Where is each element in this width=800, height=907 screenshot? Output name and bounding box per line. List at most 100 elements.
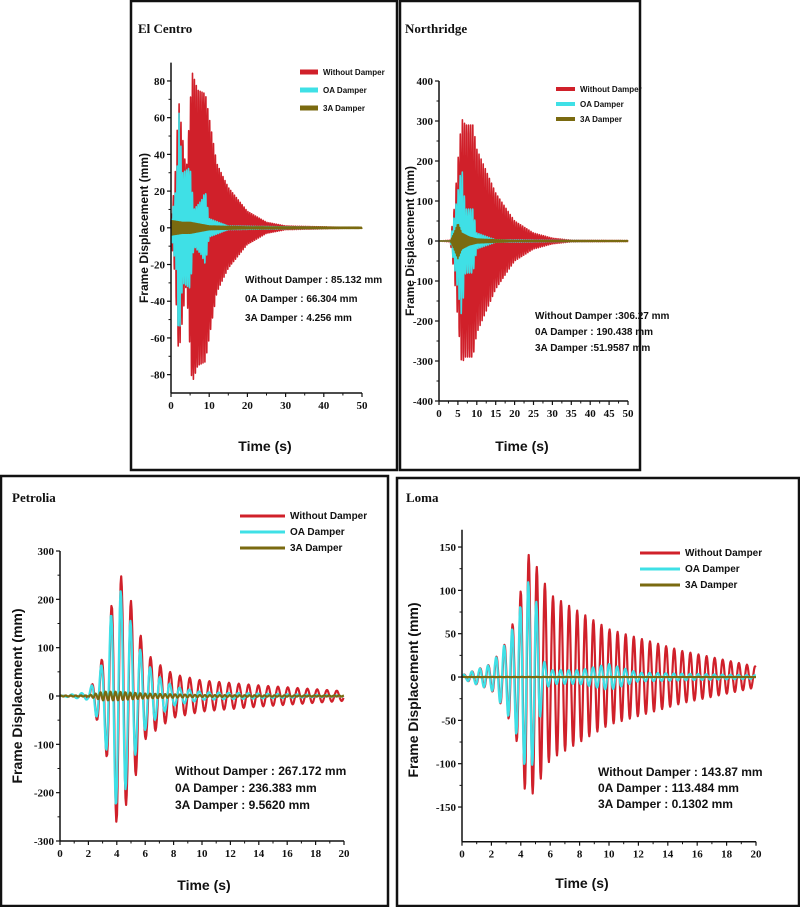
y-tick-label: 20 [154,186,166,198]
x-tick-label: 25 [528,408,540,420]
peak-annotation: Without Damper : 143.87 mm [598,765,763,779]
y-tick-label: -60 [150,333,165,345]
y-tick-label: -400 [413,396,434,408]
y-tick-label: -150 [436,802,457,814]
x-tick-label: 8 [577,849,583,861]
x-tick-label: 4 [114,848,120,860]
y-tick-label: -200 [34,788,55,800]
x-tick-label: 0 [168,400,174,412]
legend-label: Without Damper [685,548,762,559]
x-tick-label: 50 [357,400,369,412]
y-axis-label: Frame Displacement (mm) [9,608,25,783]
y-axis-label: Frame Displacement (mm) [137,153,151,303]
panel-title: Loma [406,490,439,505]
x-tick-label: 18 [721,849,733,861]
x-tick-label: 0 [57,848,63,860]
peak-annotation: Without Damper : 267.172 mm [175,764,346,778]
legend-label: Without Damper [290,511,367,522]
x-tick-label: 4 [518,849,524,861]
x-tick-label: 5 [455,408,461,420]
y-tick-label: 0 [451,672,457,684]
panel-border [0,474,390,907]
legend-label: OA Damper [685,564,740,575]
y-tick-label: -100 [34,739,55,751]
y-tick-label: 80 [154,76,166,88]
y-tick-label: 300 [417,116,434,128]
x-axis-label: Time (s) [495,438,548,454]
legend: Without Damper OA Damper 3A Damper [240,511,367,554]
x-tick-label: 6 [142,848,148,860]
legend-label: 3A Damper [580,115,622,124]
x-tick-label: 45 [604,408,616,420]
peak-annotation: 0A Damper : 236.383 mm [175,781,317,795]
y-tick-label: -100 [413,276,434,288]
peak-annotation: 3A Damper :51.9587 mm [535,343,650,354]
peak-annotation: 3A Damper : 0.1302 mm [598,797,733,811]
y-tick-label: -100 [436,759,457,771]
x-tick-label: 20 [242,400,254,412]
peak-annotation: 0A Damper : 66.304 mm [245,294,358,305]
y-tick-label: 200 [38,594,55,606]
x-tick-label: 30 [547,408,559,420]
y-tick-label: 300 [38,546,55,558]
legend-label: 3A Damper [290,543,343,554]
peak-annotation: 3A Damper : 9.5620 mm [175,798,310,812]
x-tick-label: 40 [318,400,330,412]
legend: Without Damper OA Damper 3A Damper [556,85,642,124]
y-tick-label: -50 [441,715,456,727]
x-tick-label: 20 [751,849,763,861]
x-tick-label: 10 [604,849,616,861]
y-axis-label: Frame Displacement (mm) [405,602,421,777]
y-axis-label: Frame Displacement (mm) [403,166,417,316]
x-tick-label: 18 [310,848,322,860]
x-tick-label: 50 [623,408,635,420]
x-tick-label: 10 [204,400,216,412]
x-tick-label: 10 [197,848,209,860]
x-tick-label: 10 [471,408,483,420]
chart-panel-el-centro: El Centro 0 10 20 30 40 50 -80 -60 -40 -20 0 20 40 60 8… [129,0,399,472]
y-tick-label: 0 [160,223,166,235]
peak-annotation: 0A Damper : 113.484 mm [598,781,739,795]
series-line-oa-damper [461,581,757,766]
y-tick-label: 60 [154,113,166,125]
x-tick-label: 16 [282,848,294,860]
y-tick-label: -300 [34,836,55,848]
y-tick-label: 50 [445,629,457,641]
x-tick-label: 14 [253,848,265,860]
x-tick-label: 2 [489,849,495,861]
peak-annotation: 3A Damper : 4.256 mm [245,313,352,324]
series-line-3a-damper [170,219,363,236]
peak-annotation: 0A Damper : 190.438 mm [535,327,653,338]
chart-panel-northridge: Northridge 0 5 10 15 20 25 30 35 40 45 50 -400 -300 -2… [398,0,669,472]
series-line-without-damper [59,575,345,823]
x-axis-label: Time (s) [555,875,608,891]
legend-label: 3A Damper [685,580,738,591]
y-tick-label: 40 [154,149,166,161]
chart-panel-loma: Loma 0 2 4 6 8 10 12 14 16 18 20 -150 -100 -50 0 50 100 15… [395,476,800,907]
y-tick-label: -40 [150,296,165,308]
chart-panel-petrolia: Petrolia 0 2 4 6 8 10 12 14 16 18 20 -300 -200 -100 0 10… [0,474,390,907]
legend-label: OA Damper [290,527,345,538]
legend: Without Damper OA Damper 3A Damper [640,548,762,591]
x-axis-label: Time (s) [177,877,230,893]
legend-label: OA Damper [323,86,367,95]
panel-title: Northridge [405,21,467,36]
peak-annotation: Without Damper : 85.132 mm [245,275,382,286]
series-line-3a-damper [59,690,345,702]
x-tick-label: 16 [692,849,704,861]
y-tick-label: -20 [150,260,165,272]
x-tick-label: 20 [339,848,351,860]
y-tick-label: 0 [49,691,55,703]
x-tick-label: 2 [86,848,92,860]
x-tick-label: 12 [225,848,237,860]
x-tick-label: 0 [436,408,442,420]
y-tick-label: 400 [417,76,434,88]
x-tick-label: 15 [490,408,502,420]
y-tick-label: -200 [413,316,434,328]
panel-title: El Centro [138,21,192,36]
y-tick-label: -300 [413,356,434,368]
y-tick-label: 100 [417,196,434,208]
x-tick-label: 0 [459,849,465,861]
legend-label: Without Damper [323,68,385,77]
